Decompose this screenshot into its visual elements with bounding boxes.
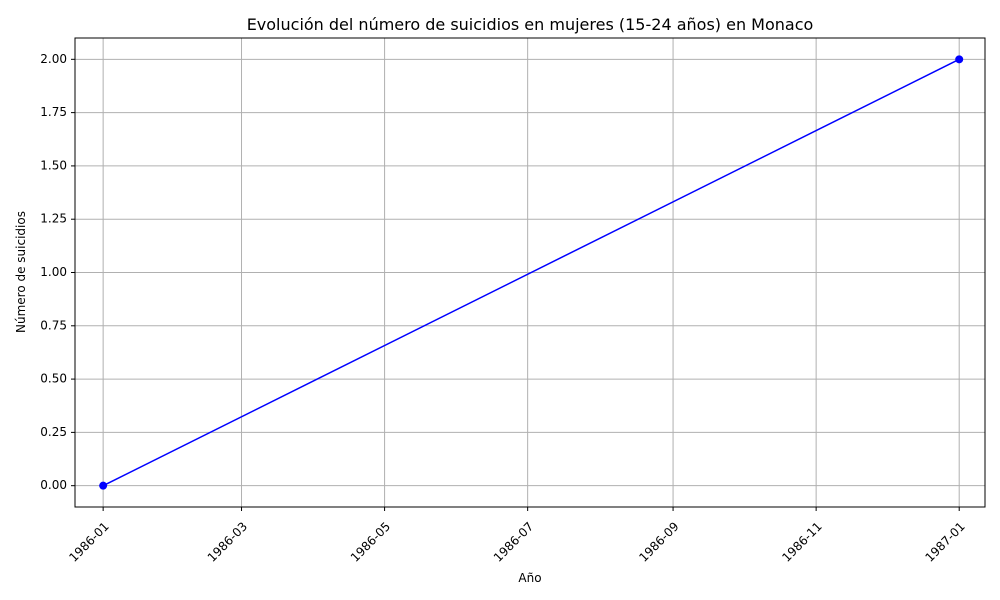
y-tick-label: 1.00	[40, 265, 67, 279]
y-tick-label: 1.50	[40, 158, 67, 172]
y-tick-label: 1.75	[40, 105, 67, 119]
x-axis-label: Año	[518, 571, 541, 585]
y-tick-label: 0.50	[40, 372, 67, 386]
y-tick-label: 0.75	[40, 318, 67, 332]
data-point	[955, 55, 964, 64]
series-layer	[99, 55, 964, 490]
chart-title: Evolución del número de suicidios en muj…	[247, 15, 814, 34]
series-line	[102, 58, 960, 487]
data-point	[99, 481, 108, 490]
grid	[75, 38, 985, 507]
y-tick-label: 1.25	[40, 212, 67, 226]
y-axis-ticks: 0.00 0.25 0.50 0.75 1.00 1.25 1.50 1.75 2.00	[40, 52, 75, 492]
y-tick-label: 0.25	[40, 425, 67, 439]
y-tick-label: 0.00	[40, 478, 67, 492]
y-axis-label: Número de suicidios	[14, 211, 28, 333]
y-tick-label: 2.00	[40, 52, 67, 66]
